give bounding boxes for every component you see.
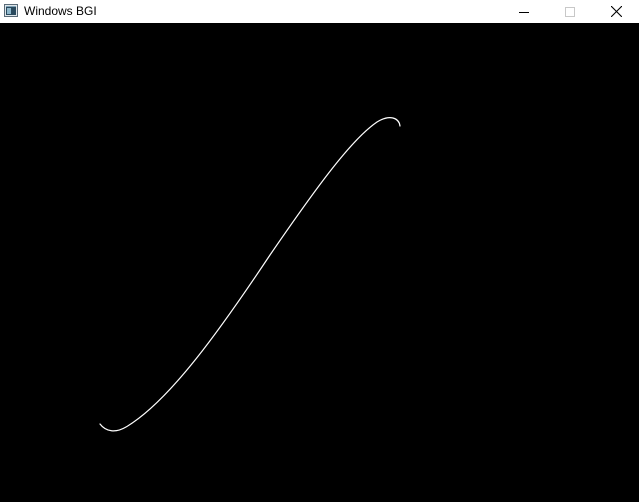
minimize-button[interactable]	[501, 0, 547, 23]
s-curve	[99, 117, 401, 432]
close-icon	[610, 6, 622, 17]
close-button[interactable]	[593, 0, 639, 23]
minimize-icon	[519, 11, 529, 13]
title-bar[interactable]: Windows BGI	[0, 0, 639, 23]
graphics-canvas[interactable]	[0, 23, 639, 502]
graphics-surface	[99, 117, 401, 432]
maximize-icon	[565, 6, 575, 17]
window-title: Windows BGI	[24, 4, 97, 18]
bgi-app-icon[interactable]	[4, 4, 18, 17]
maximize-button[interactable]	[547, 0, 593, 23]
